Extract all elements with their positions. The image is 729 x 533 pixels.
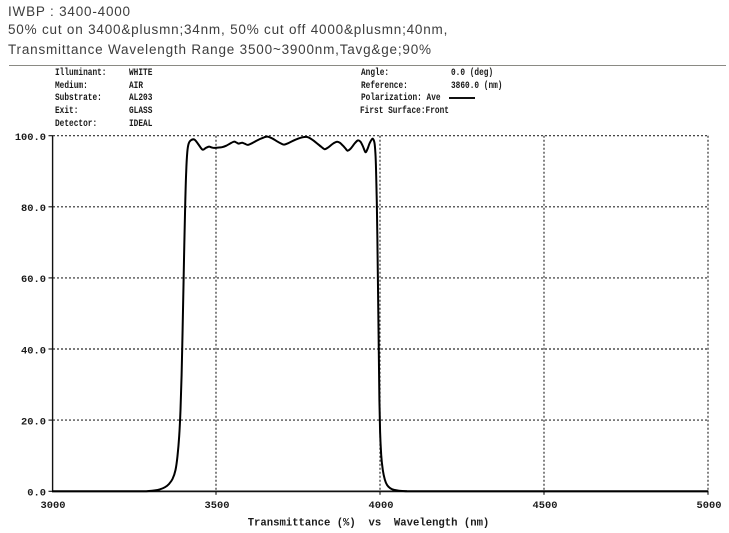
svg-text:3000: 3000 (41, 500, 66, 512)
svg-text:5000: 5000 (697, 500, 722, 512)
svg-text:4500: 4500 (533, 500, 558, 512)
svg-text:80.0: 80.0 (21, 203, 46, 215)
svg-text:Transmittance (%) vs Wavelen: Transmittance (%) vs Wavelength (nm) (248, 517, 490, 529)
svg-text:60.0: 60.0 (21, 274, 46, 286)
svg-text:40.0: 40.0 (21, 345, 46, 357)
svg-text:4000: 4000 (369, 500, 394, 512)
svg-text:100.0: 100.0 (15, 132, 46, 144)
svg-text:0.0: 0.0 (27, 488, 46, 500)
svg-text:3500: 3500 (205, 500, 230, 512)
svg-text:20.0: 20.0 (21, 416, 46, 428)
